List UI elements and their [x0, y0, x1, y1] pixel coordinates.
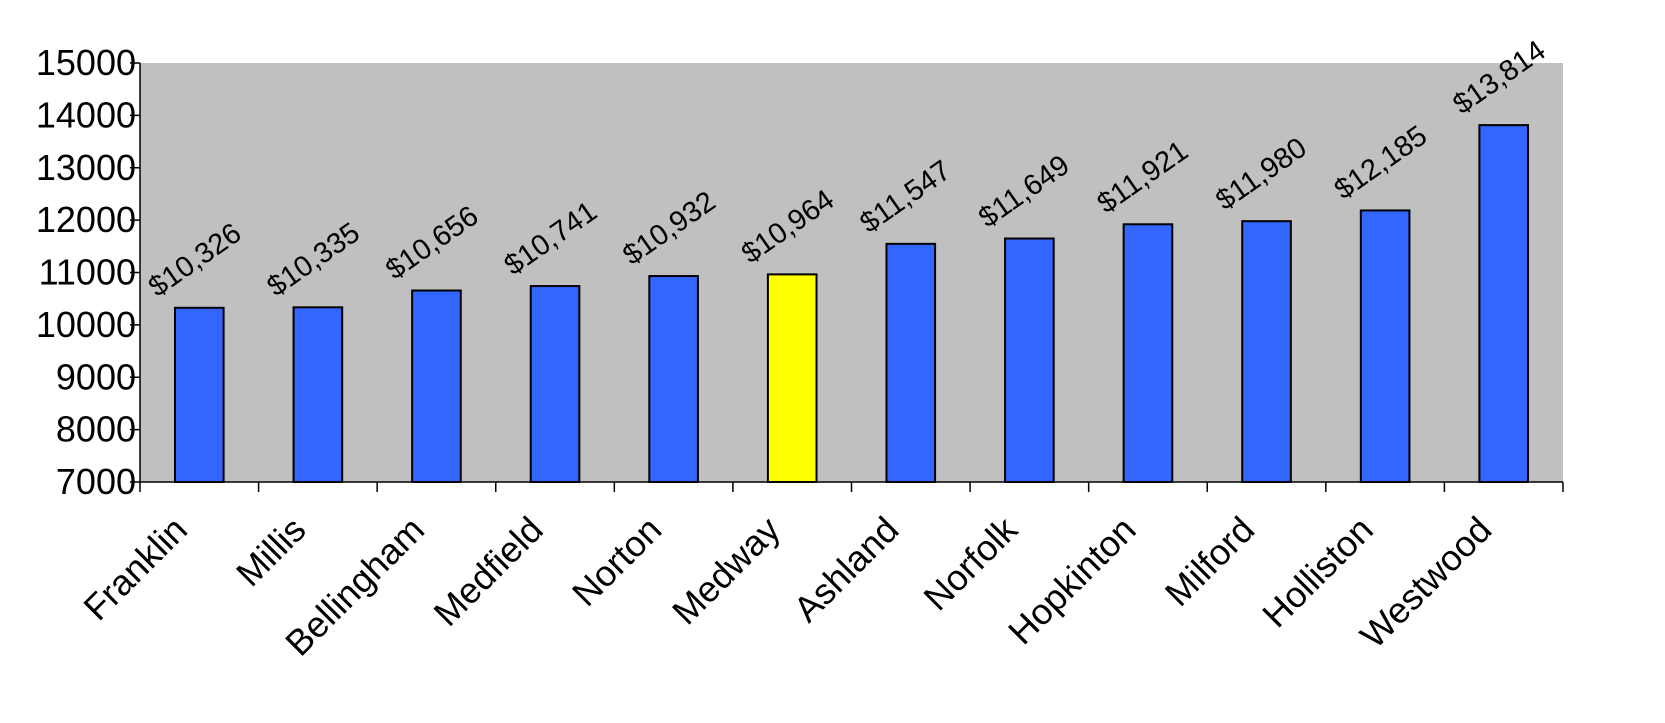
x-tick-label: Westwood — [1352, 509, 1499, 656]
bar-westwood — [1478, 124, 1530, 483]
bar-norfolk — [1004, 237, 1055, 483]
y-tick-label: 13000 — [36, 147, 136, 188]
x-tick-label: Milford — [1157, 509, 1262, 614]
bar-medway — [766, 273, 818, 483]
x-tick-label: Norton — [564, 509, 669, 614]
plot-area — [140, 63, 1563, 482]
x-tick-label: Hopkinton — [1000, 509, 1144, 653]
bar-ashland — [885, 242, 937, 483]
y-tick-label: 7000 — [56, 461, 136, 502]
x-tick-label: Ashland — [785, 509, 906, 630]
y-tick-label: 9000 — [56, 356, 136, 397]
bar-holliston — [1359, 209, 1411, 483]
x-tick-label: Medway — [664, 509, 788, 633]
x-tick-label: Millis — [228, 509, 314, 595]
bar-norton — [648, 275, 699, 483]
y-tick-label: 11000 — [39, 252, 136, 293]
bar-franklin — [173, 306, 225, 483]
bar-millis — [292, 306, 344, 483]
bar-hopkinton — [1122, 223, 1174, 483]
y-axis: 7000 8000 9000 10000 11000 12000 13000 14000 150… — [36, 42, 141, 502]
x-tick-label: Medfield — [425, 509, 550, 634]
y-tick-label: 8000 — [56, 409, 136, 450]
y-tick-label: 10000 — [36, 304, 136, 345]
x-tick-label: Franklin — [75, 509, 195, 629]
bar-milford — [1241, 220, 1292, 484]
x-axis — [139, 481, 1564, 492]
y-tick-label: 15000 — [36, 42, 136, 83]
bar-bellingham — [411, 289, 462, 483]
bar-series — [173, 124, 1530, 484]
y-tick-label: 12000 — [36, 199, 136, 240]
bar-medfield — [529, 285, 581, 483]
y-tick-label: 14000 — [36, 94, 136, 135]
x-tick-label: Norfolk — [915, 508, 1025, 618]
